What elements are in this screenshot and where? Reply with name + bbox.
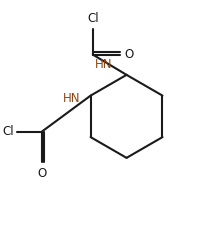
Text: O: O	[37, 166, 46, 180]
Text: Cl: Cl	[2, 125, 14, 138]
Text: HN: HN	[95, 58, 112, 71]
Text: O: O	[125, 48, 134, 61]
Text: HN: HN	[63, 92, 81, 105]
Text: Cl: Cl	[87, 12, 98, 25]
